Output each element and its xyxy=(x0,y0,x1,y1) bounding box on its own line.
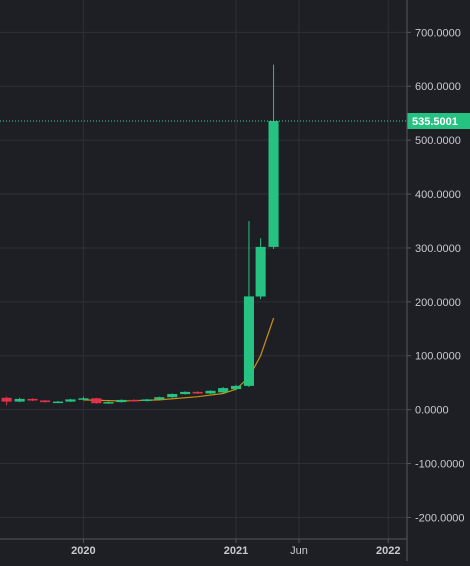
candle[interactable] xyxy=(116,399,127,403)
y-tick-label: -100.0000 xyxy=(415,459,465,471)
x-tick-label: 2020 xyxy=(71,545,95,557)
price-line: 535.5001 xyxy=(0,113,470,130)
candle-body[interactable] xyxy=(52,401,63,404)
y-tick-label: 600.0000 xyxy=(415,81,461,93)
candle[interactable] xyxy=(243,220,254,388)
candle-body[interactable] xyxy=(268,121,279,247)
candle[interactable] xyxy=(91,397,102,404)
candle[interactable] xyxy=(103,401,114,404)
y-tick-label: -200.0000 xyxy=(415,512,465,524)
candle[interactable] xyxy=(167,393,178,398)
y-tick-label: 500.0000 xyxy=(415,135,461,147)
candle[interactable] xyxy=(218,387,229,393)
last-price-label: 535.5001 xyxy=(412,116,458,128)
candle-body[interactable] xyxy=(27,398,38,401)
candle-body[interactable] xyxy=(180,391,191,395)
candle-body[interactable] xyxy=(116,399,127,403)
y-tick-label: 300.0000 xyxy=(415,243,461,255)
candle[interactable] xyxy=(255,238,266,300)
candle[interactable] xyxy=(78,396,89,401)
candle-body[interactable] xyxy=(255,246,266,297)
candle[interactable] xyxy=(154,396,165,400)
x-tick-label: Jun xyxy=(290,545,308,557)
candle-body[interactable] xyxy=(167,394,178,398)
y-tick-label: 700.0000 xyxy=(415,27,461,39)
candle-body[interactable] xyxy=(205,390,216,394)
candle-body[interactable] xyxy=(1,397,12,402)
grid xyxy=(0,0,407,539)
candle[interactable] xyxy=(27,398,38,402)
candle-body[interactable] xyxy=(91,398,102,404)
candle-body[interactable] xyxy=(231,385,242,390)
x-tick-label: 2022 xyxy=(376,545,400,557)
x-axis[interactable]: 2020 2021 Jun 2022 xyxy=(0,538,407,557)
y-tick-label: 200.0000 xyxy=(415,297,461,309)
x-tick-label: 2021 xyxy=(224,545,248,557)
candle-body[interactable] xyxy=(40,400,51,403)
candle-body[interactable] xyxy=(243,296,254,386)
candles[interactable] xyxy=(1,64,279,406)
candle[interactable] xyxy=(141,398,152,402)
candle-body[interactable] xyxy=(192,391,203,394)
candle[interactable] xyxy=(40,399,51,403)
candle[interactable] xyxy=(1,396,12,406)
candle[interactable] xyxy=(128,399,139,402)
y-tick-label: 100.0000 xyxy=(415,351,461,363)
candle[interactable] xyxy=(180,391,191,395)
candle[interactable] xyxy=(14,397,25,403)
candle-body[interactable] xyxy=(218,388,229,393)
y-axis[interactable]: 700.0000 600.0000 500.0000 400.0000 300.0000… xyxy=(406,0,465,561)
y-tick-label: 400.0000 xyxy=(415,189,461,201)
candle-body[interactable] xyxy=(128,399,139,402)
candle-body[interactable] xyxy=(65,399,76,402)
candle[interactable] xyxy=(231,384,242,391)
candle[interactable] xyxy=(205,390,216,395)
candle[interactable] xyxy=(65,398,76,403)
candle-body[interactable] xyxy=(14,398,25,402)
candle[interactable] xyxy=(52,401,63,404)
candle-body[interactable] xyxy=(154,397,165,400)
candle[interactable] xyxy=(192,391,203,395)
candle-body[interactable] xyxy=(103,402,114,404)
candle-body[interactable] xyxy=(78,398,89,400)
y-tick-label: 0.0000 xyxy=(415,405,449,417)
candle[interactable] xyxy=(268,64,279,250)
candle-body[interactable] xyxy=(141,399,152,401)
last-price-badge xyxy=(407,113,470,130)
